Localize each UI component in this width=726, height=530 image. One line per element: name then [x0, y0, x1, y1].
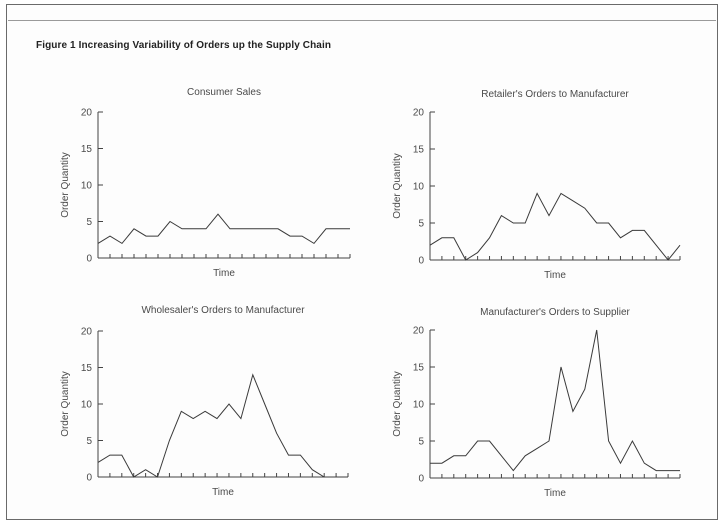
chart-4-y-tick-label: 15	[413, 363, 425, 374]
chart-3-y-tick-label: 15	[81, 363, 93, 374]
chart-1-y-tick-label: 5	[86, 217, 92, 228]
chart-1-y-tick-label: 10	[81, 181, 93, 192]
chart-1-y-tick-label: 20	[81, 108, 93, 119]
chart-1-y-label: Order Quantity	[60, 152, 71, 218]
chart-3-y-tick-label: 5	[86, 436, 92, 447]
chart-2-series-line	[429, 192, 681, 261]
chart-3-y-label: Order Quantity	[60, 371, 71, 437]
chart-3-series-line	[97, 373, 348, 478]
chart-3-y-tick-label: 0	[86, 473, 92, 484]
chart-2-y-tick-label: 0	[418, 256, 424, 267]
chart-4-y-tick-label: 10	[413, 400, 425, 411]
chart-2-y-tick-label: 5	[418, 219, 424, 230]
chart-4-series-line	[430, 329, 680, 472]
chart-3-y-tick-label: 20	[81, 327, 93, 338]
chart-1-x-label: Time	[213, 268, 235, 279]
chart-3-x-label: Time	[212, 487, 234, 498]
chart-2-y-label: Order Quantity	[392, 153, 403, 219]
chart-2-y-tick-label: 10	[413, 182, 425, 193]
chart-4-y-tick-label: 20	[413, 326, 425, 337]
chart-2-title: Retailer's Orders to Manufacturer	[481, 89, 629, 100]
chart-4-title: Manufacturer's Orders to Supplier	[480, 307, 630, 318]
chart-3-y-tick-label: 10	[81, 400, 93, 411]
chart-2-y-tick-label: 20	[413, 108, 425, 119]
chart-4-y-label: Order Quantity	[392, 371, 403, 437]
chart-1-y-tick-label: 0	[86, 254, 92, 265]
chart-4-y-tick-label: 5	[418, 437, 424, 448]
chart-1-title: Consumer Sales	[187, 87, 261, 98]
top-rule	[8, 20, 716, 21]
figure-title: Figure 1 Increasing Variability of Order…	[36, 40, 332, 51]
chart-1-y-tick-label: 15	[81, 144, 93, 155]
chart-2-y-tick-label: 15	[413, 145, 425, 156]
chart-4-y-tick-label: 0	[418, 474, 424, 485]
figure-frame	[6, 4, 718, 520]
chart-1-series-line	[97, 213, 350, 245]
chart-3-title: Wholesaler's Orders to Manufacturer	[141, 305, 305, 316]
chart-4-x-label: Time	[544, 488, 566, 499]
chart-2-x-label: Time	[544, 270, 566, 281]
